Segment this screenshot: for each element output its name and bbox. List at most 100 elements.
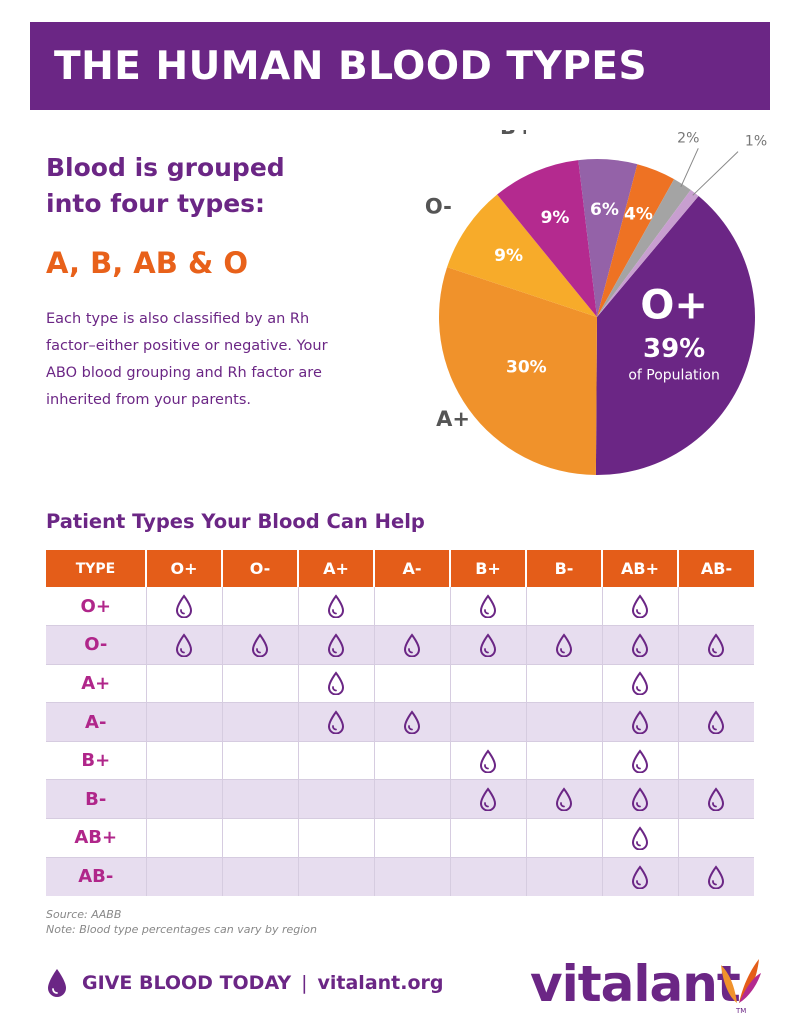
compatibility-cell [297,664,374,704]
intro-types: A, B, AB & O [46,246,248,280]
pie-slice-bpos [497,160,597,317]
row-type-label: A+ [46,664,146,704]
compatibility-cell [297,779,374,820]
compatibility-cell [449,702,526,742]
row-type-label: AB- [46,857,146,896]
compatibility-cell [145,779,222,820]
blood-drop-icon [631,594,649,619]
compatibility-cell [221,857,298,896]
compatibility-cell [145,857,222,896]
pie-slice-oneg [447,194,597,317]
pie-value-abpos: 4% [624,204,653,224]
blood-drop-icon [631,787,649,812]
blood-drop-icon [175,594,193,619]
butterfly-icon [721,959,761,1003]
page-title: THE HUMAN BLOOD TYPES [54,43,648,89]
page-banner: THE HUMAN BLOOD TYPES [30,22,770,110]
compatibility-cell [601,779,678,820]
corner-header: TYPE [46,550,146,587]
compatibility-cell [677,779,754,820]
compatibility-cell [525,587,602,627]
pie-label-oneg: O- [425,195,452,219]
blood-drop-icon [708,710,725,735]
pie-note-opos: of Population [628,367,720,383]
blood-drop-icon [327,633,345,657]
column-header: AB+ [601,550,678,587]
column-header: O- [221,550,298,587]
pie-slice-abpos [597,164,675,317]
blood-drop-icon [403,710,421,735]
blood-drop-icon [251,633,269,657]
row-type-label: O- [46,625,146,665]
pie-value-opos: 39% [643,334,705,364]
compatibility-cell [449,779,526,820]
blood-drop-icon [403,633,421,657]
source-note: Source: AABB [46,908,122,921]
compatibility-cell [525,779,602,820]
table-row: AB- [46,857,754,896]
table-row: A- [46,702,754,742]
blood-drop-icon [631,633,649,657]
pie-label-bpos: B+ [500,130,534,139]
compatibility-cell [297,857,374,896]
pie-value-apos: 30% [506,358,547,378]
blood-drop-icon [708,865,725,889]
compatibility-cell [677,818,754,858]
compatibility-cell [145,741,222,781]
compatibility-cell [449,741,526,781]
blood-drop-icon [175,633,193,657]
compatibility-cell [525,625,602,665]
compatibility-cell [525,857,602,896]
compatibility-cell [677,857,754,896]
blood-drop-icon [555,787,573,812]
blood-drop-icon [708,787,725,812]
blood-drop-icon [48,969,66,997]
compatibility-cell [601,818,678,858]
compatibility-cell [601,702,678,742]
compatibility-cell [449,625,526,665]
compatibility-cell [373,741,450,781]
compatibility-cell [297,625,374,665]
compatibility-cell [525,741,602,781]
blood-drop-icon [631,671,649,696]
table-header-row: TYPE O+ O- A+ A- B+ B- AB+ AB- [46,550,754,587]
compatibility-cell [297,587,374,627]
compatibility-cell [373,702,450,742]
compatibility-cell [373,779,450,820]
compatibility-cell [525,664,602,704]
footnotes: Source: AABB Note: Blood type percentage… [46,907,317,937]
table-row: A+ [46,664,754,704]
column-header: AB- [677,550,754,587]
compatibility-cell [373,625,450,665]
compatibility-cell [601,625,678,665]
blood-drop-icon [479,749,497,773]
table-row: B- [46,779,754,820]
compatibility-cell [145,818,222,858]
column-header: B+ [449,550,526,587]
blood-drop-icon [631,749,649,773]
compatibility-cell [449,818,526,858]
blood-drop-icon [555,633,573,657]
pie-slice-aneg [578,159,638,317]
compatibility-cell [297,702,374,742]
compatibility-cell [221,818,298,858]
intro-body: Each type is also classified by an Rh fa… [46,311,328,408]
pie-leader-abneg [692,151,739,196]
compatibility-cell [601,664,678,704]
compatibility-cell [297,818,374,858]
blood-drop-icon [708,633,725,657]
compatibility-cell [373,664,450,704]
compatibility-cell [145,625,222,665]
pie-value-aneg: 6% [590,200,619,220]
pie-value-bneg: 2% [677,130,699,146]
compatibility-cell [145,664,222,704]
blood-drop-icon [479,633,497,657]
trademark: TM [736,1007,747,1015]
compatibility-cell [525,818,602,858]
region-note: Note: Blood type percentages can vary by… [46,923,317,936]
compatibility-cell [221,702,298,742]
website-link[interactable]: vitalant.org [317,972,444,994]
row-type-label: O+ [46,587,146,627]
blood-drop-icon [327,594,345,619]
pie-slice-bneg [597,179,691,317]
